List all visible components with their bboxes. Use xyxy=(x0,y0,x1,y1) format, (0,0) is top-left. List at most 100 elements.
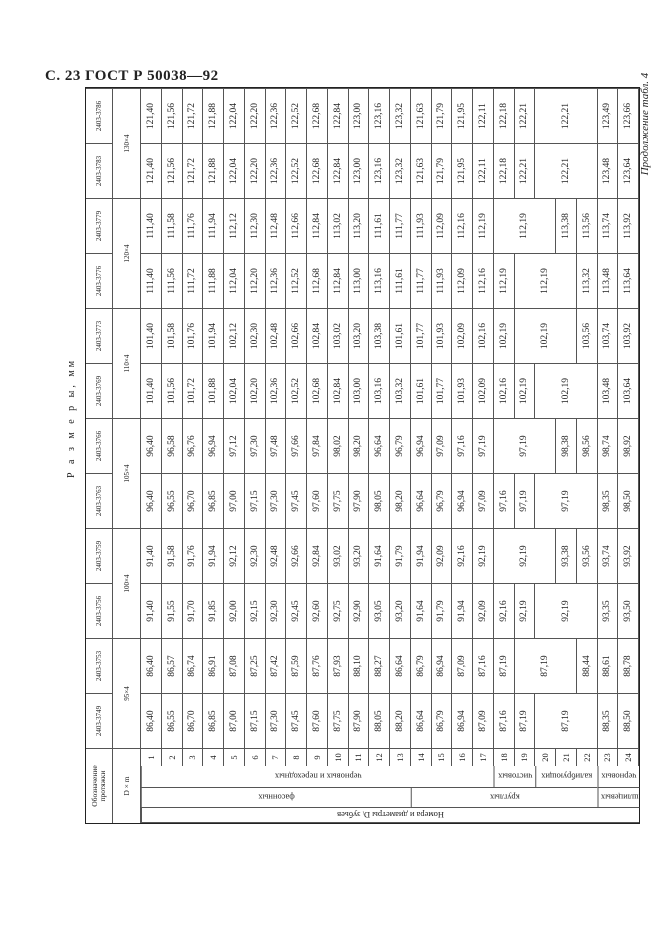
diameter-cell: 86,79 xyxy=(431,693,453,748)
row-number: 23 xyxy=(597,748,619,766)
diameter-cell-merged: 87,19 xyxy=(514,638,577,693)
diameter-cell-merged: 97,19 xyxy=(493,418,556,473)
diameter-cell: 123,00 xyxy=(348,88,370,143)
diameter-cell: 122,18 xyxy=(493,143,515,198)
diameter-cell: 123,49 xyxy=(597,88,619,143)
diameter-cell: 111,61 xyxy=(369,198,390,253)
diameter-cell: 113,92 xyxy=(618,198,639,253)
row-number: 12 xyxy=(369,748,390,766)
diameter-cell: 102,16 xyxy=(493,363,515,418)
diameter-cell: 87,16 xyxy=(473,638,494,693)
broach-type-group: фасонных xyxy=(141,788,411,808)
diameter-cell: 122,84 xyxy=(327,143,349,198)
diameter-cell: 103,74 xyxy=(597,308,619,363)
diameter-cell: 122,11 xyxy=(473,88,494,143)
diameter-cell: 122,04 xyxy=(224,143,245,198)
diameter-cell: 91,40 xyxy=(141,583,162,638)
diameter-cell: 96,79 xyxy=(431,473,453,528)
diameter-cell: 96,40 xyxy=(141,473,162,528)
diameter-cell: 97,16 xyxy=(452,418,473,473)
broach-code-header: 2403-3773 xyxy=(86,308,113,363)
size-group-header: 105×4 xyxy=(113,418,141,528)
diameter-cell: 112,16 xyxy=(473,253,494,308)
diameter-cell: 91,55 xyxy=(161,583,183,638)
diameter-cell: 101,40 xyxy=(141,363,162,418)
diameter-cell: 113,20 xyxy=(348,198,370,253)
diameter-cell-merged: 87,19 xyxy=(535,693,598,748)
diameter-cell: 92,19 xyxy=(514,583,536,638)
row-number: 3 xyxy=(182,748,204,766)
diameter-cell: 101,61 xyxy=(410,363,432,418)
diameter-cell: 98,02 xyxy=(327,418,349,473)
diameter-cell: 87,25 xyxy=(244,638,266,693)
broach-code-header: 2403-3786 xyxy=(86,88,113,143)
diameter-cell: 87,90 xyxy=(348,693,370,748)
diameter-cell: 112,30 xyxy=(244,198,266,253)
diameter-cell: 88,35 xyxy=(597,693,619,748)
diameter-cell: 121,40 xyxy=(141,88,162,143)
diameter-cell: 88,05 xyxy=(369,693,390,748)
diameter-cell: 113,02 xyxy=(327,198,349,253)
diameter-cell: 103,32 xyxy=(390,363,411,418)
diameter-cell: 121,40 xyxy=(141,143,162,198)
size-group-header: 95×4 xyxy=(113,638,141,748)
diameter-cell: 96,94 xyxy=(410,418,432,473)
diameter-cell: 92,30 xyxy=(265,583,287,638)
diameter-cell: 113,16 xyxy=(369,253,390,308)
diameter-cell: 88,20 xyxy=(390,693,411,748)
broach-code-header: 2403-3769 xyxy=(86,363,113,418)
row-number: 16 xyxy=(452,748,473,766)
diameter-cell: 97,75 xyxy=(327,473,349,528)
diameter-cell: 112,19 xyxy=(473,198,494,253)
row-number: 15 xyxy=(431,748,453,766)
broach-code-header: 2403-3783 xyxy=(86,143,113,198)
diameter-cell: 93,02 xyxy=(327,528,349,583)
row-number: 2 xyxy=(161,748,183,766)
broach-type-group: шлицевых xyxy=(597,788,639,808)
diameter-cell-merged: 112,19 xyxy=(514,253,577,308)
diameter-cell: 121,88 xyxy=(203,88,224,143)
diameter-cell: 111,77 xyxy=(390,198,411,253)
diameter-cell: 121,56 xyxy=(161,143,183,198)
diameter-cell: 98,50 xyxy=(618,473,639,528)
diameter-cell: 102,84 xyxy=(327,363,349,418)
diameter-cell: 123,00 xyxy=(348,143,370,198)
diameter-cell: 92,66 xyxy=(286,528,307,583)
diameter-cell: 123,32 xyxy=(390,143,411,198)
row-number: 4 xyxy=(203,748,224,766)
diameter-cell: 122,84 xyxy=(327,88,349,143)
row-number: 19 xyxy=(514,748,536,766)
diameter-cell: 123,48 xyxy=(597,143,619,198)
diameter-cell: 102,36 xyxy=(265,363,287,418)
diameter-cell: 88,50 xyxy=(618,693,639,748)
diameter-cell-merged: 112,19 xyxy=(493,198,556,253)
diameter-cell: 111,40 xyxy=(141,198,162,253)
diameter-cell: 102,30 xyxy=(244,308,266,363)
diameter-cell: 97,15 xyxy=(244,473,266,528)
diameter-cell: 121,63 xyxy=(410,143,432,198)
diameter-cell: 122,52 xyxy=(286,143,307,198)
row-number: 1 xyxy=(141,748,162,766)
broach-code-header: 2403-3779 xyxy=(86,198,113,253)
diameter-cell: 86,94 xyxy=(452,693,473,748)
diameter-cell: 87,93 xyxy=(327,638,349,693)
diameter-cell: 93,05 xyxy=(369,583,390,638)
diameter-cell: 101,77 xyxy=(410,308,432,363)
row-number: 21 xyxy=(556,748,577,766)
diameter-cell: 102,52 xyxy=(286,363,307,418)
diameter-cell: 112,09 xyxy=(452,253,473,308)
diameter-cell: 97,00 xyxy=(224,473,245,528)
diameter-cell: 92,60 xyxy=(307,583,328,638)
diameter-cell: 121,72 xyxy=(182,143,204,198)
diameter-cell: 93,50 xyxy=(618,583,639,638)
row-number: 22 xyxy=(576,748,598,766)
diameter-cell: 97,45 xyxy=(286,473,307,528)
diameter-cell: 122,20 xyxy=(244,88,266,143)
diameter-cell: 98,20 xyxy=(390,473,411,528)
row-number: 13 xyxy=(390,748,411,766)
diameter-cell: 101,94 xyxy=(203,308,224,363)
diameter-cell-merged: 102,19 xyxy=(535,363,598,418)
diameter-cell: 121,95 xyxy=(452,143,473,198)
diameter-cell: 113,48 xyxy=(597,253,619,308)
diameter-cell: 102,16 xyxy=(473,308,494,363)
